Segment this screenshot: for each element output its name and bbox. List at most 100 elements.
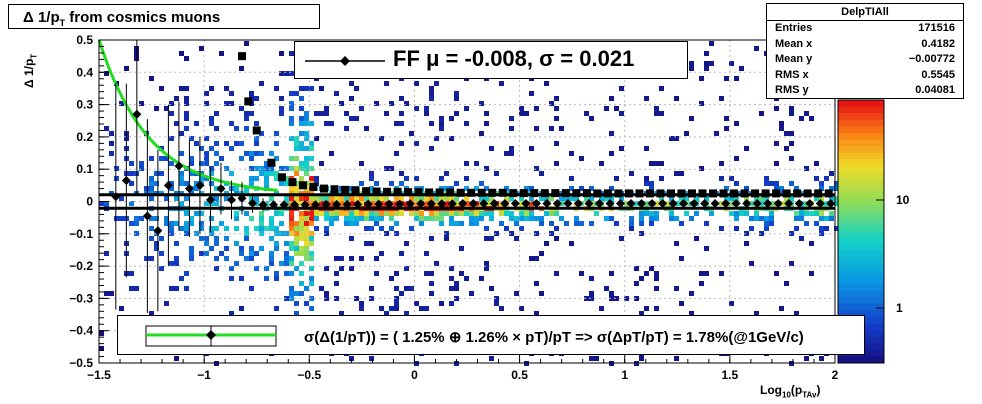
heatmap-cell <box>519 211 524 216</box>
heatmap-cell <box>639 276 644 281</box>
heatmap-cell <box>794 211 799 216</box>
heatmap-cell <box>414 211 419 216</box>
heatmap-cell <box>484 196 489 201</box>
heatmap-cell <box>164 106 169 111</box>
colorbar-segment <box>838 356 884 364</box>
heatmap-cell <box>169 161 174 166</box>
heatmap-cell <box>789 111 794 116</box>
heatmap-cell <box>204 91 209 96</box>
heatmap-cell <box>624 296 629 301</box>
heatmap-cell <box>344 211 349 216</box>
heatmap-cell <box>184 196 189 201</box>
heatmap-cell <box>409 226 414 231</box>
heatmap-cell <box>309 121 314 126</box>
heatmap-cell <box>189 246 194 251</box>
data-point-diamond <box>784 198 794 208</box>
heatmap-cell <box>134 221 139 226</box>
heatmap-cell <box>804 166 809 171</box>
heatmap-cell <box>299 291 304 296</box>
stats-row-rms-y: RMS y 0.04081 <box>775 84 955 96</box>
heatmap-cell <box>334 91 339 96</box>
heatmap-cell <box>459 221 464 226</box>
heatmap-cell <box>164 216 169 221</box>
heatmap-cell <box>259 221 264 226</box>
heatmap-cell <box>569 176 574 181</box>
colorbar-segment <box>838 126 884 134</box>
heatmap-cell <box>724 76 729 81</box>
heatmap-cell <box>484 166 489 171</box>
y-tick-label: −0.4 <box>69 324 93 338</box>
heatmap-cell <box>359 216 364 221</box>
heatmap-cell <box>339 211 344 216</box>
colorbar-segment <box>838 198 884 206</box>
heatmap-cell <box>209 231 214 236</box>
heatmap-cell <box>184 286 189 291</box>
heatmap-cell <box>644 211 649 216</box>
heatmap-cell <box>644 96 649 101</box>
heatmap-cell <box>454 91 459 96</box>
heatmap-cell <box>779 121 784 126</box>
heatmap-cell <box>674 136 679 141</box>
heatmap-cell <box>194 231 199 236</box>
heatmap-cell <box>319 211 324 216</box>
heatmap-cell <box>339 266 344 271</box>
heatmap-cell <box>494 171 499 176</box>
heatmap-cell <box>744 196 749 201</box>
heatmap-cell <box>454 181 459 186</box>
heatmap-cell <box>644 176 649 181</box>
heatmap-cell <box>384 166 389 171</box>
heatmap-cell <box>629 226 634 231</box>
heatmap-cell <box>729 61 734 66</box>
heatmap-cell <box>204 201 209 206</box>
heatmap-cell <box>204 236 209 241</box>
heatmap-cell <box>219 221 224 226</box>
heatmap-cell <box>499 81 504 86</box>
heatmap-cell <box>169 261 174 266</box>
heatmap-cell <box>314 111 319 116</box>
data-point-diamond <box>195 180 205 190</box>
legend-fit-marker <box>145 325 277 347</box>
colorbar-segment <box>838 159 884 167</box>
heatmap-cell <box>134 286 139 291</box>
heatmap-cell <box>629 216 634 221</box>
heatmap-cell <box>669 196 674 201</box>
heatmap-cell <box>789 141 794 146</box>
heatmap-cell <box>694 211 699 216</box>
heatmap-cell <box>159 251 164 256</box>
colorbar-segment <box>838 113 884 121</box>
heatmap-cell <box>739 211 744 216</box>
heatmap-cell <box>329 121 334 126</box>
heatmap-cell <box>409 131 414 136</box>
heatmap-cell <box>674 96 679 101</box>
heatmap-cell <box>604 196 609 201</box>
colorbar-segment <box>838 178 884 186</box>
heatmap-cell <box>509 116 514 121</box>
heatmap-cell <box>389 216 394 221</box>
heatmap-cell <box>419 221 424 226</box>
heatmap-cell <box>819 186 824 191</box>
heatmap-cell <box>479 276 484 281</box>
heatmap-cell <box>329 211 334 216</box>
heatmap-cell <box>289 106 294 111</box>
heatmap-cell <box>394 211 399 216</box>
heatmap-cell <box>259 231 264 236</box>
heatmap-cell <box>504 211 509 216</box>
heatmap-cell <box>309 281 314 286</box>
heatmap-cell <box>469 221 474 226</box>
heatmap-cell <box>399 251 404 256</box>
heatmap-cell <box>414 301 419 306</box>
heatmap-cell <box>264 176 269 181</box>
data-point-diamond <box>216 184 226 194</box>
data-point-square <box>698 189 707 198</box>
data-point-square <box>341 185 350 194</box>
data-point-diamond <box>205 195 215 205</box>
heatmap-cell <box>289 271 294 276</box>
heatmap-cell <box>354 86 359 91</box>
heatmap-cell <box>304 116 309 121</box>
heatmap-cell <box>414 81 419 86</box>
heatmap-cell <box>704 271 709 276</box>
legend-fit-label: σ(Δ(1/pT)) = ( 1.25% ⊕ 1.26% × pT)/pT =>… <box>304 329 804 346</box>
heatmap-cell <box>159 236 164 241</box>
colorbar-segment <box>838 297 884 305</box>
heatmap-cell <box>359 256 364 261</box>
